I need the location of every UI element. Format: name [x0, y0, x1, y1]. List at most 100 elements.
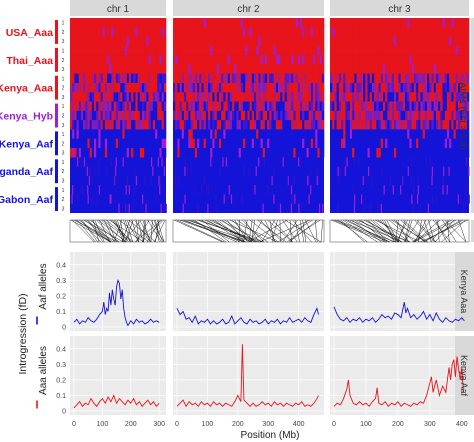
heatmap-cell: [407, 166, 409, 176]
heatmap-cell: [460, 73, 463, 84]
heatmap-cell: [393, 101, 397, 112]
heatmap-cell: [115, 129, 119, 139]
heatmap-cell: [389, 175, 391, 186]
heatmap-cell: [212, 101, 215, 112]
heatmap-cell: [385, 101, 388, 112]
heatmap-cell: [332, 45, 335, 56]
heatmap-cell: [385, 138, 388, 149]
heatmap-cell: [232, 110, 235, 121]
heatmap-cell: [334, 110, 337, 121]
heatmap-cell: [400, 36, 404, 47]
heatmap-cell: [146, 64, 149, 74]
heatmap-cell: [280, 55, 283, 65]
heatmap-cell: [319, 83, 323, 93]
heatmap-cell: [440, 101, 443, 112]
heatmap-cell: [345, 92, 348, 102]
heatmap-cell: [70, 27, 73, 37]
heatmap-cell: [431, 175, 433, 186]
heatmap-cell: [365, 101, 368, 112]
heatmap-cell: [288, 36, 292, 47]
heatmap-cell: [118, 45, 121, 56]
marker-side-strip: [471, 220, 474, 242]
heatmap-cell: [236, 45, 239, 56]
heatmap-cell: [420, 45, 423, 56]
heatmap-cell: [385, 27, 388, 37]
heatmap-cell: [144, 138, 147, 149]
heatmap-cell: [424, 148, 428, 158]
heatmap-cell: [378, 27, 382, 37]
heatmap-cell: [315, 110, 318, 121]
heatmap-cell: [135, 18, 138, 28]
heatmap-cell: [107, 110, 110, 121]
heatmap-cell: [243, 110, 246, 121]
heatmap-cell: [431, 64, 434, 74]
y-axis-title: Introgression (fD): [17, 293, 29, 374]
heatmap-cell: [304, 18, 307, 28]
heatmap-cell: [409, 27, 412, 37]
heatmap-cell: [400, 110, 404, 121]
heatmap-cell: [212, 110, 215, 121]
heatmap-cell: [369, 120, 373, 130]
heatmap-cell: [225, 120, 229, 130]
heatmap-cell: [175, 101, 178, 112]
heatmap-cell: [122, 18, 125, 28]
heatmap-cell: [298, 203, 300, 213]
heatmap-cell: [356, 73, 359, 84]
chr-strip: [173, 0, 324, 16]
heatmap-cell: [221, 101, 224, 112]
heatmap-cell: [188, 148, 191, 158]
heatmap-cell: [157, 120, 160, 130]
heatmap-cell: [411, 73, 415, 84]
heatmap-cell: [260, 83, 264, 93]
heatmap-cell: [420, 129, 423, 139]
heatmap-cell: [286, 175, 289, 186]
heatmap-cell: [216, 73, 220, 84]
heatmap-cell: [352, 36, 355, 47]
heatmap-cell: [199, 120, 202, 130]
heatmap-cell: [280, 45, 283, 56]
heatmap-cell: [216, 45, 220, 56]
heatmap-cell: [225, 92, 229, 102]
heatmap-cell: [234, 101, 237, 112]
heatmap-cell: [181, 120, 185, 130]
heatmap-cell: [451, 45, 454, 56]
heatmap-cell: [214, 27, 218, 37]
heatmap-cell: [332, 27, 335, 37]
fd-series-line: [176, 307, 319, 325]
heatmap-cell: [462, 83, 465, 93]
heatmap-cell: [232, 45, 235, 56]
chr-strip-label: chr 3: [388, 4, 411, 15]
heatmap-cell: [378, 148, 382, 158]
heatmap-cell: [192, 18, 196, 28]
heatmap-cell: [455, 129, 459, 139]
heatmap-cell: [424, 101, 428, 112]
heatmap-cell: [416, 73, 419, 84]
heatmap-cell: [310, 138, 314, 149]
heatmap-cell: [122, 138, 125, 149]
heatmap-cell: [269, 36, 272, 47]
heatmap-cell: [435, 27, 439, 37]
heatmap-cell: [96, 129, 99, 139]
heatmap-cell: [356, 138, 359, 149]
heatmap-cell: [427, 203, 430, 213]
heatmap-cell: [288, 101, 292, 112]
heatmap-cell: [221, 92, 224, 102]
heatmap-cell: [376, 64, 379, 74]
heatmap-cell: [354, 92, 357, 102]
heatmap-cell: [273, 73, 277, 84]
marker-connector: [314, 219, 318, 243]
heatmap-cell: [286, 129, 290, 139]
marker-connector: [115, 219, 124, 243]
heatmap-cell: [243, 27, 246, 37]
heatmap-cell: [444, 120, 448, 130]
heatmap-cell: [87, 45, 90, 56]
heatmap-cell: [98, 92, 101, 102]
heatmap-cell: [449, 101, 452, 112]
heatmap-cell: [236, 148, 239, 158]
heatmap-cell: [251, 18, 255, 28]
heatmap-cell: [422, 110, 426, 121]
heatmap-cell: [418, 148, 421, 158]
heatmap-cell: [229, 138, 233, 149]
replicate-number: 1: [62, 76, 65, 82]
heatmap-cell: [76, 64, 80, 74]
